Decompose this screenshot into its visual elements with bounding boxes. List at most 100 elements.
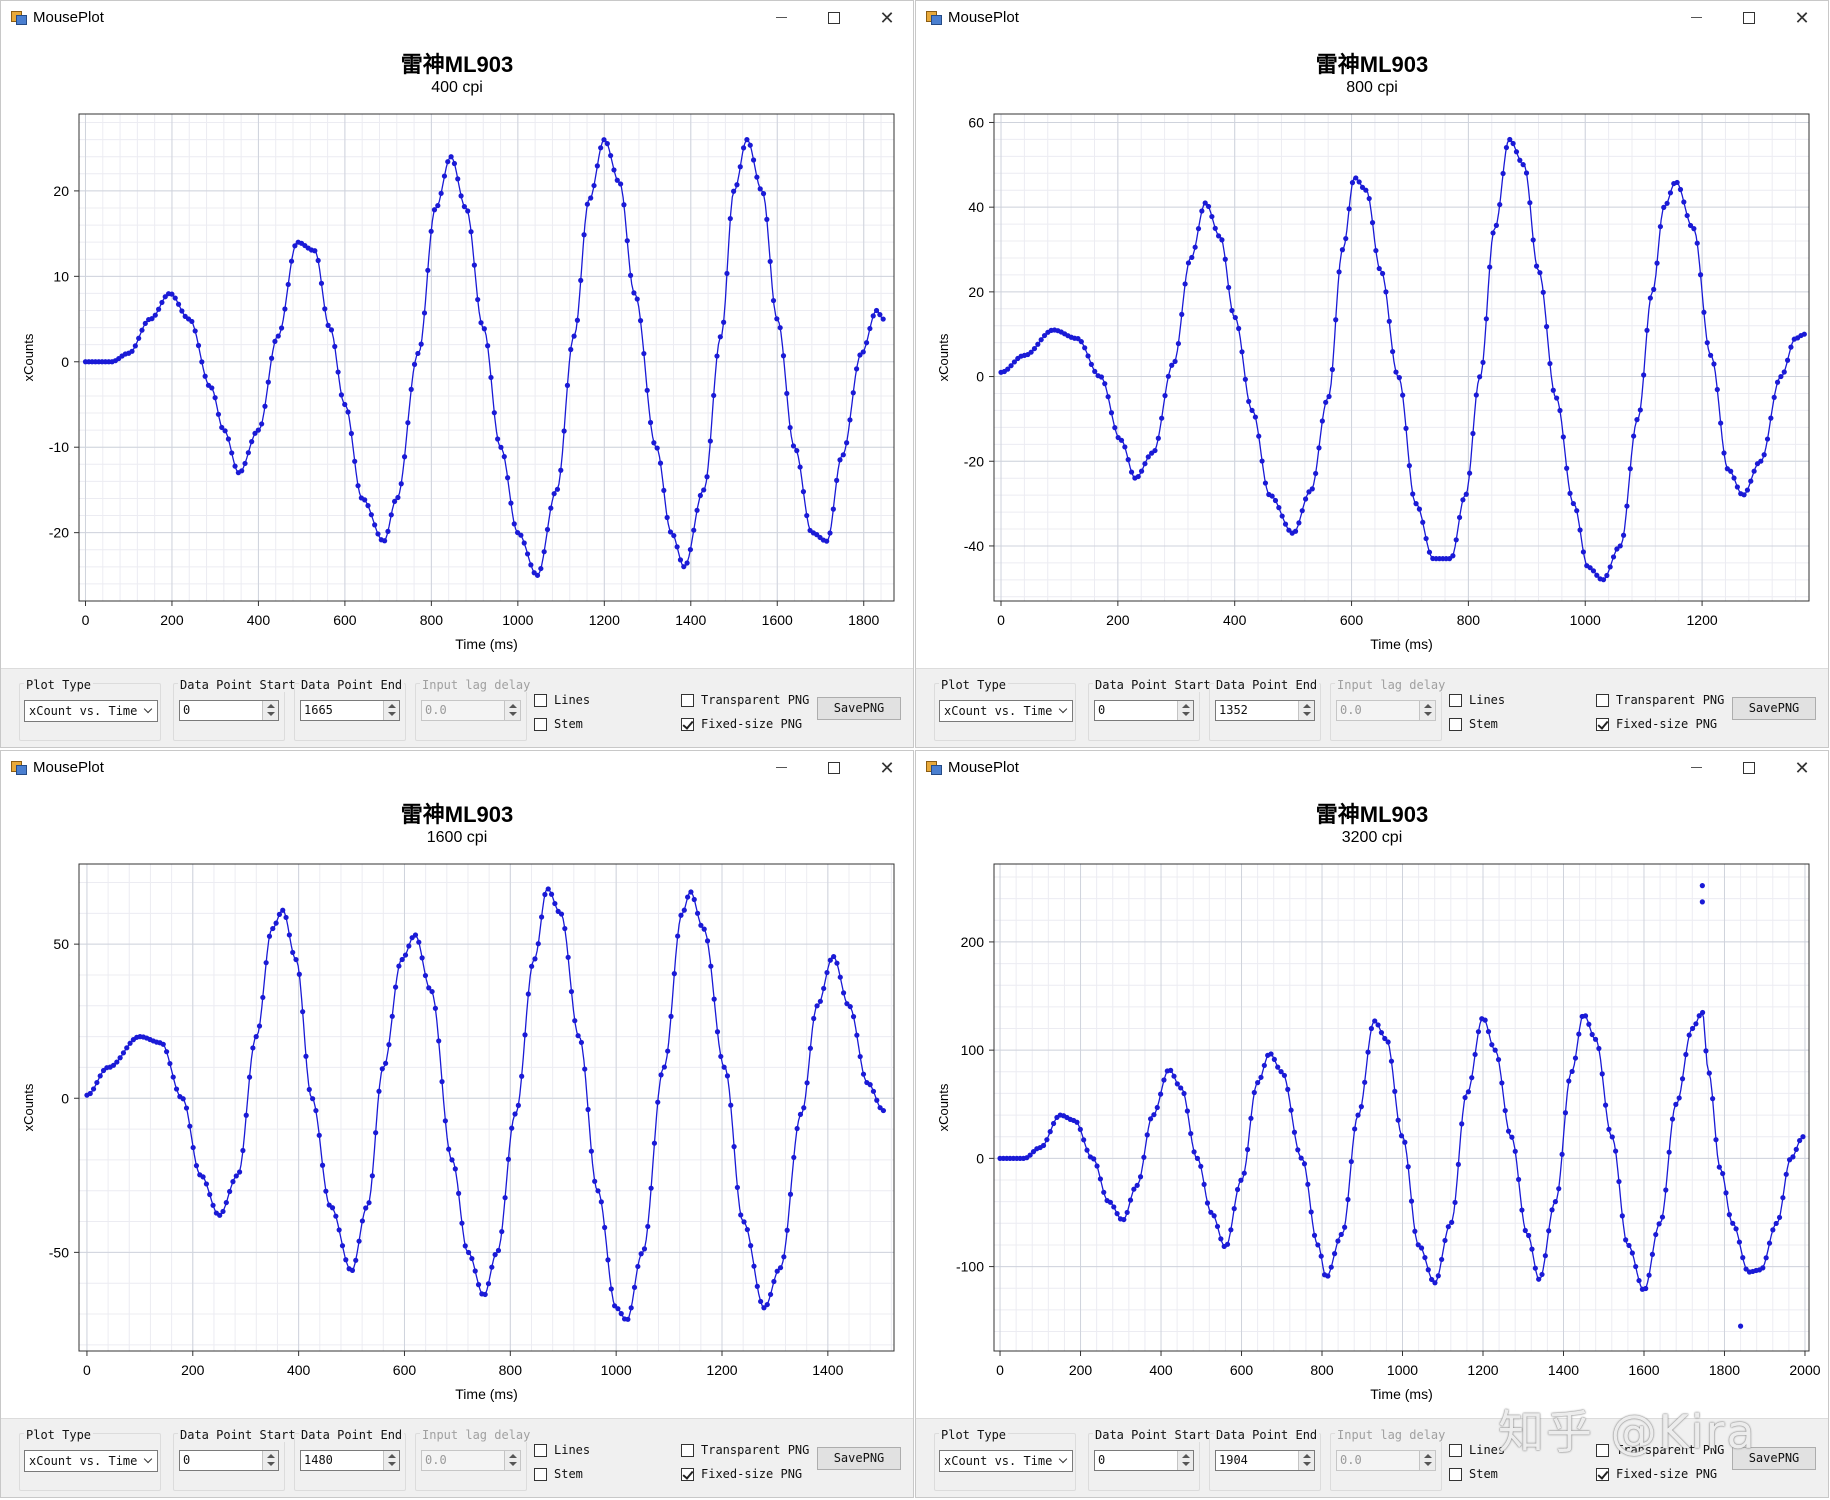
data-end-input[interactable]: 1480 xyxy=(300,1450,400,1471)
app-icon xyxy=(926,11,942,25)
minimize-button[interactable] xyxy=(769,7,793,29)
data-point xyxy=(225,436,232,442)
input-lag-input[interactable]: 0.0 xyxy=(421,1450,521,1471)
data-point xyxy=(193,1163,200,1169)
fixed-size-png-checkbox-box[interactable] xyxy=(1596,718,1609,731)
maximize-button[interactable] xyxy=(1737,7,1761,29)
data-start-spinner[interactable] xyxy=(262,701,278,720)
data-point xyxy=(1309,486,1315,492)
data-point xyxy=(754,1283,760,1289)
data-point xyxy=(1713,1137,1719,1143)
data-end-input[interactable]: 1665 xyxy=(300,700,400,721)
stem-checkbox-box[interactable] xyxy=(534,718,547,731)
data-point xyxy=(631,290,637,296)
plot-title: 雷神ML903 xyxy=(400,52,514,77)
data-point xyxy=(1546,1228,1552,1234)
close-icon: ✕ xyxy=(879,758,895,778)
data-point xyxy=(1483,316,1489,322)
data-point xyxy=(459,1220,465,1226)
input-lag-input[interactable]: 0.0 xyxy=(1336,1450,1436,1471)
data-point xyxy=(542,891,548,898)
minimize-button[interactable] xyxy=(1684,7,1708,29)
data-end-spinner[interactable] xyxy=(1298,701,1314,720)
data-point xyxy=(129,348,135,354)
data-point xyxy=(1147,1116,1154,1122)
save-png-button[interactable]: SavePNG xyxy=(817,697,901,720)
y-tick-label: 20 xyxy=(968,284,984,300)
data-start-input[interactable]: 0 xyxy=(1094,700,1194,721)
save-png-button[interactable]: SavePNG xyxy=(1732,1447,1816,1470)
input-lag-spinner[interactable] xyxy=(1419,701,1435,720)
data-start-input[interactable]: 0 xyxy=(179,700,279,721)
data-point xyxy=(416,939,422,945)
minimize-button[interactable] xyxy=(1684,757,1708,779)
stem-checkbox-box[interactable] xyxy=(534,1468,547,1481)
x-axis-label: Time (ms) xyxy=(1370,1386,1432,1402)
stem-checkbox-box[interactable] xyxy=(1449,718,1462,731)
maximize-button[interactable] xyxy=(1737,757,1761,779)
transparent-png-checkbox-box[interactable] xyxy=(1596,1444,1609,1457)
input-lag-input[interactable]: 0.0 xyxy=(1336,700,1436,721)
data-end-input[interactable]: 1352 xyxy=(1215,700,1315,721)
data-point xyxy=(1580,549,1587,555)
title-bar[interactable]: MousePlot ✕ xyxy=(916,1,1828,35)
title-bar[interactable]: MousePlot ✕ xyxy=(1,1,913,35)
data-point xyxy=(1403,425,1409,431)
fixed-size-png-checkbox-box[interactable] xyxy=(681,1468,694,1481)
data-point xyxy=(1241,1170,1247,1176)
data-point xyxy=(1159,415,1165,421)
data-point xyxy=(1375,1022,1381,1028)
save-png-button[interactable]: SavePNG xyxy=(1732,697,1816,720)
transparent-png-checkbox-box[interactable] xyxy=(1596,694,1609,707)
input-lag-spinner[interactable] xyxy=(504,701,520,720)
data-point xyxy=(564,382,571,388)
maximize-button[interactable] xyxy=(822,757,846,779)
data-point xyxy=(1349,180,1356,186)
input-lag-spinner[interactable] xyxy=(1419,1451,1435,1470)
input-lag-spinner[interactable] xyxy=(504,1451,520,1470)
plot-type-select[interactable]: xCount vs. Time xyxy=(939,700,1073,722)
lines-checkbox-box[interactable] xyxy=(1449,1444,1462,1457)
plot-type-select[interactable]: xCount vs. Time xyxy=(24,1450,158,1472)
data-end-spinner[interactable] xyxy=(383,1451,399,1470)
data-start-spinner[interactable] xyxy=(1177,701,1193,720)
data-point xyxy=(1778,373,1784,380)
data-end-spinner[interactable] xyxy=(383,701,399,720)
close-button[interactable]: ✕ xyxy=(875,7,899,29)
data-start-spinner[interactable] xyxy=(1177,1451,1193,1470)
x-tick-label: 600 xyxy=(1340,612,1364,628)
data-start-spinner[interactable] xyxy=(262,1451,278,1470)
data-point xyxy=(767,1291,774,1298)
close-button[interactable]: ✕ xyxy=(875,757,899,779)
fixed-size-png-checkbox-box[interactable] xyxy=(681,718,694,731)
plot-type-select[interactable]: xCount vs. Time xyxy=(939,1450,1073,1472)
data-point xyxy=(265,379,271,385)
data-point xyxy=(1644,327,1650,333)
data-point xyxy=(1301,1161,1308,1167)
data-point xyxy=(657,460,664,466)
title-bar[interactable]: MousePlot ✕ xyxy=(916,751,1828,785)
maximize-button[interactable] xyxy=(822,7,846,29)
lines-checkbox-box[interactable] xyxy=(534,694,547,707)
data-point xyxy=(505,475,511,481)
data-end-spinner[interactable] xyxy=(1298,1451,1314,1470)
lines-checkbox-box[interactable] xyxy=(1449,694,1462,707)
plot-type-select[interactable]: xCount vs. Time xyxy=(24,700,158,722)
transparent-png-checkbox-box[interactable] xyxy=(681,1444,694,1457)
lines-checkbox-box[interactable] xyxy=(534,1444,547,1457)
transparent-png-checkbox-box[interactable] xyxy=(681,694,694,707)
data-point xyxy=(1760,1265,1766,1271)
data-start-input[interactable]: 0 xyxy=(1094,1450,1194,1471)
data-end-input[interactable]: 1904 xyxy=(1215,1450,1315,1471)
title-bar[interactable]: MousePlot ✕ xyxy=(1,751,913,785)
fixed-size-png-checkbox-box[interactable] xyxy=(1596,1468,1609,1481)
close-button[interactable]: ✕ xyxy=(1790,7,1814,29)
minimize-button[interactable] xyxy=(769,757,793,779)
data-start-input[interactable]: 0 xyxy=(179,1450,279,1471)
input-lag-value: 0.0 xyxy=(1340,703,1362,717)
stem-checkbox-box[interactable] xyxy=(1449,1468,1462,1481)
input-lag-input[interactable]: 0.0 xyxy=(421,700,521,721)
save-png-button[interactable]: SavePNG xyxy=(817,1447,901,1470)
input-lag-value: 0.0 xyxy=(1340,1453,1362,1467)
close-button[interactable]: ✕ xyxy=(1790,757,1814,779)
